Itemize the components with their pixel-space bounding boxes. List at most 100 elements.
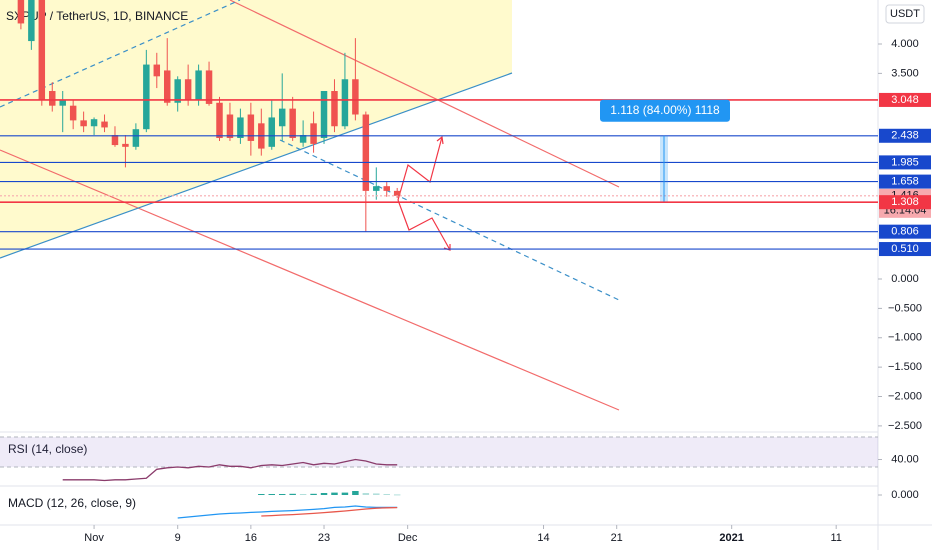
candle-body (352, 79, 359, 115)
x-tick-label: 11 (830, 532, 841, 544)
rsi-line (62, 458, 398, 482)
candle-body (331, 91, 338, 127)
y-tick-label: −0.500 (888, 302, 922, 314)
histogram-bar (373, 493, 380, 495)
measure-label-box (600, 99, 730, 122)
y-tick-label: −1.500 (888, 361, 922, 373)
highlight-zone (0, 0, 512, 258)
y-tick-label: 4.000 (891, 38, 919, 50)
price-pane (0, 0, 878, 250)
candle-body (59, 99, 66, 106)
trend-line (229, 0, 620, 188)
candle-body (101, 121, 108, 128)
histogram-bar (299, 494, 307, 495)
x-tick-label: Nov (84, 532, 104, 544)
histogram-bar (341, 492, 349, 495)
candle-body (205, 70, 213, 104)
level-label: 1.658 (891, 176, 919, 188)
candle-body (90, 119, 98, 127)
candle-body (184, 79, 192, 100)
candle-body (195, 70, 202, 100)
arrow-head (436, 135, 444, 145)
candle-body (132, 129, 140, 147)
histogram-bar (352, 491, 359, 495)
candle-body (28, 0, 35, 42)
candle-body (310, 123, 317, 144)
candle-body (237, 117, 244, 139)
candle-body (341, 79, 349, 127)
histogram-bar (320, 493, 328, 495)
candle-body (80, 120, 87, 127)
level-label-box (879, 224, 931, 239)
x-tick-label: Dec (398, 532, 418, 544)
candle-body (289, 108, 296, 139)
level-label-box (879, 242, 931, 257)
y-tick-label: 40.00 (891, 453, 919, 465)
currency[interactable]: USDT (890, 8, 920, 20)
candle-body (38, 0, 46, 100)
candle-body (69, 105, 77, 121)
trend-line (279, 139, 620, 301)
level-label: 1.985 (891, 156, 919, 168)
histogram-bar (393, 494, 401, 496)
macd-line (177, 505, 398, 519)
level-label-box (879, 174, 931, 189)
x-tick-label: 9 (175, 532, 181, 544)
candle-body (320, 91, 328, 139)
rsi-title: RSI (14, close) (8, 442, 87, 456)
x-tick-label: 14 (537, 532, 549, 544)
drawings (0, 0, 620, 411)
candle-body (111, 135, 119, 146)
y-tick-label: −1.000 (888, 332, 922, 344)
candle-body (393, 190, 401, 196)
projection-arrow (397, 199, 451, 251)
y-tick-label: −2.500 (888, 420, 922, 432)
candle-body (153, 64, 161, 77)
histogram-bar (362, 493, 370, 495)
level-label: 0.806 (891, 226, 919, 238)
histogram-bar (289, 493, 296, 495)
x-tick-label: 21 (611, 532, 623, 544)
candle-body (268, 117, 276, 147)
macd-line (261, 506, 398, 517)
trend-line (0, 72, 513, 259)
level-label-box (879, 128, 931, 143)
y-tick-label: 0.000 (891, 273, 919, 285)
y-tick-label: −2.000 (888, 390, 922, 402)
candle-body (216, 102, 223, 139)
candle-body (299, 135, 307, 143)
histogram-bar (310, 493, 317, 495)
measure-label: 1.118 (84.00%) 1118 (610, 103, 720, 117)
level-label: 1.308 (891, 196, 919, 208)
currency-box[interactable] (885, 4, 925, 24)
histogram-bar (383, 494, 390, 495)
level-label: 0.510 (891, 243, 919, 255)
candle-body (373, 186, 380, 191)
histogram-bar (258, 494, 265, 495)
candle-body (174, 79, 181, 103)
candle-body (278, 108, 286, 127)
candle-body (122, 143, 129, 147)
projection-arrow (397, 136, 443, 201)
chart-title: SXPUP / TetherUS, 1D, BINANCE (6, 9, 188, 23)
histogram-bar (278, 494, 286, 495)
histogram-bar (331, 492, 338, 495)
candle-body (226, 114, 234, 139)
x-tick-label: 2021 (719, 532, 743, 544)
candle-body (49, 91, 56, 106)
level-label: 3.048 (891, 94, 919, 106)
candle-body (143, 64, 150, 130)
histogram-bar (268, 494, 276, 495)
candle-body (17, 0, 25, 24)
y-tick-label: 0.000 (891, 489, 919, 501)
x-tick-label: 16 (245, 532, 257, 544)
trend-line (0, 149, 620, 411)
candle-body (362, 114, 370, 191)
rsi-band (0, 437, 878, 468)
macd-title: MACD (12, 26, close, 9) (8, 496, 136, 510)
trend-line (0, 0, 241, 108)
level-label-box (879, 195, 931, 210)
level-label-box (879, 155, 931, 170)
